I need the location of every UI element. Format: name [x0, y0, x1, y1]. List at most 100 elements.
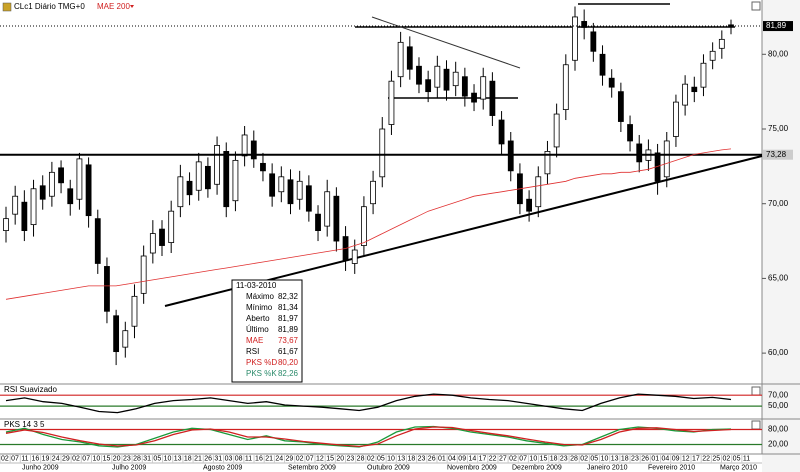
- x-day-label: 19: [42, 455, 50, 462]
- candle-body: [241, 134, 248, 157]
- candle-body: [608, 77, 615, 88]
- y-tick-label: 70,00: [768, 199, 789, 208]
- candle-body: [58, 167, 64, 184]
- x-day-label: 07: [306, 455, 314, 462]
- x-day-label: 24: [52, 455, 60, 462]
- candle-body: [214, 145, 220, 185]
- candle-body: [728, 24, 734, 27]
- right-axis-bg: [762, 0, 800, 472]
- candle-body: [370, 180, 376, 205]
- candle-body: [562, 64, 569, 110]
- x-day-label: 26: [204, 455, 212, 462]
- x-day-label: 05: [590, 455, 598, 462]
- candle-body: [260, 162, 266, 172]
- candle-body: [85, 164, 92, 217]
- x-day-label: 02: [580, 455, 588, 462]
- x-day-label: 02: [367, 455, 375, 462]
- x-day-label: 15: [103, 455, 111, 462]
- price-marker-label: 81,89: [766, 21, 787, 30]
- candle-body: [168, 210, 175, 243]
- info-box-frame: [231, 279, 303, 383]
- candle-body: [471, 92, 477, 103]
- x-day-label: 23: [347, 455, 355, 462]
- info-label: Máximo: [246, 292, 275, 301]
- candle-body: [94, 218, 101, 264]
- candle-body: [48, 171, 55, 197]
- info-value: 81,34: [278, 303, 299, 312]
- x-month-label: Março 2010: [720, 464, 757, 471]
- x-day-label: 22: [702, 455, 710, 462]
- x-month-label: Setembro 2009: [288, 464, 336, 471]
- x-day-label: 10: [529, 455, 537, 462]
- indicator-title: PKS 14 3 5: [4, 420, 45, 429]
- candle-body: [305, 185, 312, 212]
- ma-label[interactable]: MAE 200: [97, 2, 130, 11]
- candle-body: [104, 266, 110, 312]
- candle-body: [489, 80, 496, 116]
- candle-body: [507, 140, 514, 172]
- y-tick-label: 75,00: [768, 124, 789, 133]
- x-day-label: 07: [519, 455, 527, 462]
- x-month-label: Junho 2009: [22, 464, 59, 471]
- indicator-tick-label: 70,00: [768, 390, 789, 399]
- x-month-label: Dezembro 2009: [512, 464, 562, 471]
- symbol-icon[interactable]: [2, 2, 12, 12]
- info-label: PKS %D: [246, 358, 277, 367]
- candle-body: [590, 31, 597, 52]
- candle-body: [700, 62, 707, 88]
- x-day-label: 02: [1, 455, 9, 462]
- candle-body: [617, 91, 624, 122]
- x-day-label: 10: [601, 455, 609, 462]
- candle-body: [30, 188, 37, 226]
- price-marker-box: [763, 21, 793, 32]
- x-day-label: 01: [651, 455, 659, 462]
- price-marker-label: 73,28: [766, 150, 787, 159]
- x-day-label: 13: [174, 455, 182, 462]
- x-day-label: 02: [723, 455, 731, 462]
- candle-body: [122, 330, 129, 348]
- x-day-label: 05: [377, 455, 385, 462]
- x-day-label: 16: [255, 455, 263, 462]
- x-day-label: 28: [133, 455, 141, 462]
- info-value: 82,26: [278, 369, 299, 378]
- info-value: 61,67: [278, 347, 299, 356]
- x-day-label: 16: [31, 455, 39, 462]
- dropdown-arrow[interactable]: [130, 5, 134, 8]
- window-button[interactable]: [751, 1, 761, 11]
- x-day-label: 18: [184, 455, 192, 462]
- x-month-label: Agosto 2009: [203, 464, 242, 471]
- candle-body: [416, 65, 422, 85]
- candle-body: [3, 218, 9, 232]
- candle-body: [425, 79, 432, 93]
- x-day-label: 18: [407, 455, 415, 462]
- candle-body: [480, 76, 487, 100]
- candle-body: [232, 159, 239, 202]
- x-day-label: 28: [357, 455, 365, 462]
- x-day-label: 11: [21, 455, 28, 462]
- x-day-label: 05: [733, 455, 741, 462]
- x-day-label: 20: [336, 455, 344, 462]
- candle-body: [581, 21, 588, 28]
- x-month-label: Fevereiro 2010: [648, 464, 695, 471]
- x-day-label: 26: [428, 455, 436, 462]
- x-day-label: 13: [397, 455, 405, 462]
- candle-body: [67, 188, 74, 205]
- x-day-label: 10: [164, 455, 172, 462]
- candle-body: [443, 68, 450, 91]
- x-day-label: 31: [143, 455, 151, 462]
- candle-body: [599, 53, 606, 76]
- x-day-label: 21: [194, 455, 202, 462]
- x-day-label: 23: [123, 455, 131, 462]
- candle-body: [140, 255, 147, 294]
- info-label: RSI: [246, 347, 259, 356]
- x-day-label: 07: [11, 455, 19, 462]
- x-day-label: 10: [387, 455, 395, 462]
- candle-body: [526, 198, 533, 212]
- x-day-label: 14: [468, 455, 476, 462]
- candle-body: [333, 195, 340, 242]
- x-day-label: 28: [570, 455, 578, 462]
- x-day-label: 22: [489, 455, 497, 462]
- info-box: 11-03-2010 Máximo 82,32 Mínimo 81,34 Aberto 8…: [231, 279, 303, 383]
- chart-title: CLc1 Diário TMG+0: [14, 2, 85, 11]
